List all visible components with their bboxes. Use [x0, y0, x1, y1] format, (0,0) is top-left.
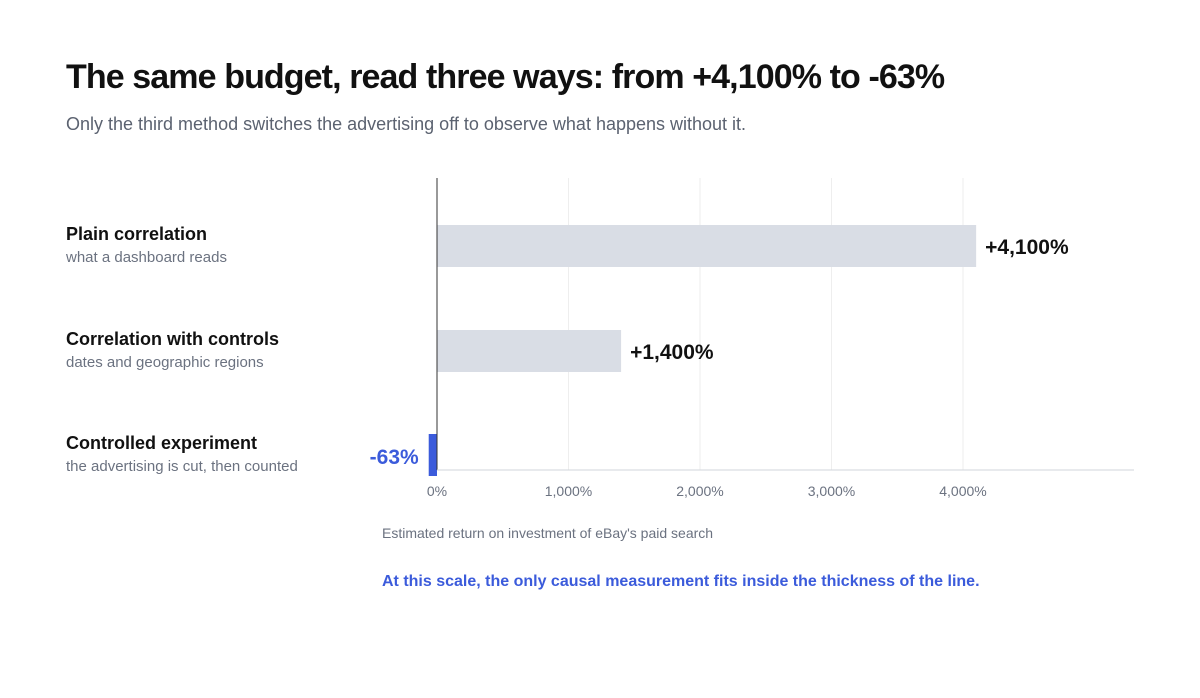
bar-value-label: -63%: [370, 446, 419, 469]
x-tick-label: 3,000%: [808, 483, 855, 499]
x-tick-label: 1,000%: [545, 483, 592, 499]
row-description: dates and geographic regions: [66, 354, 264, 371]
bar-value-label: +1,400%: [630, 341, 714, 364]
x-tick-label: 0%: [427, 483, 447, 499]
row-description: what a dashboard reads: [66, 249, 227, 266]
row-name: Correlation with controls: [66, 329, 280, 349]
row-name: Controlled experiment: [66, 433, 258, 453]
chart-title: The same budget, read three ways: from +…: [66, 58, 945, 96]
chart-subtitle: Only the third method switches the adver…: [66, 114, 747, 134]
x-tick-label: 2,000%: [676, 483, 723, 499]
bar-value-label: +4,100%: [985, 236, 1069, 259]
row-label-controlled-experiment: Controlled experiment the advertising is…: [66, 433, 298, 475]
bar: [428, 434, 437, 476]
row-description: the advertising is cut, then counted: [66, 458, 298, 475]
x-axis-label: Estimated return on investment of eBay's…: [382, 525, 714, 541]
row-label-correlation-with-controls: Correlation with controls dates and geog…: [66, 329, 279, 371]
row-label-plain-correlation: Plain correlation what a dashboard reads: [66, 224, 227, 266]
row-name: Plain correlation: [66, 224, 208, 244]
bar: [437, 225, 977, 267]
x-tick-label: 4,000%: [939, 483, 986, 499]
bar: [437, 330, 622, 372]
highlight-note: At this scale, the only causal measureme…: [382, 573, 980, 590]
